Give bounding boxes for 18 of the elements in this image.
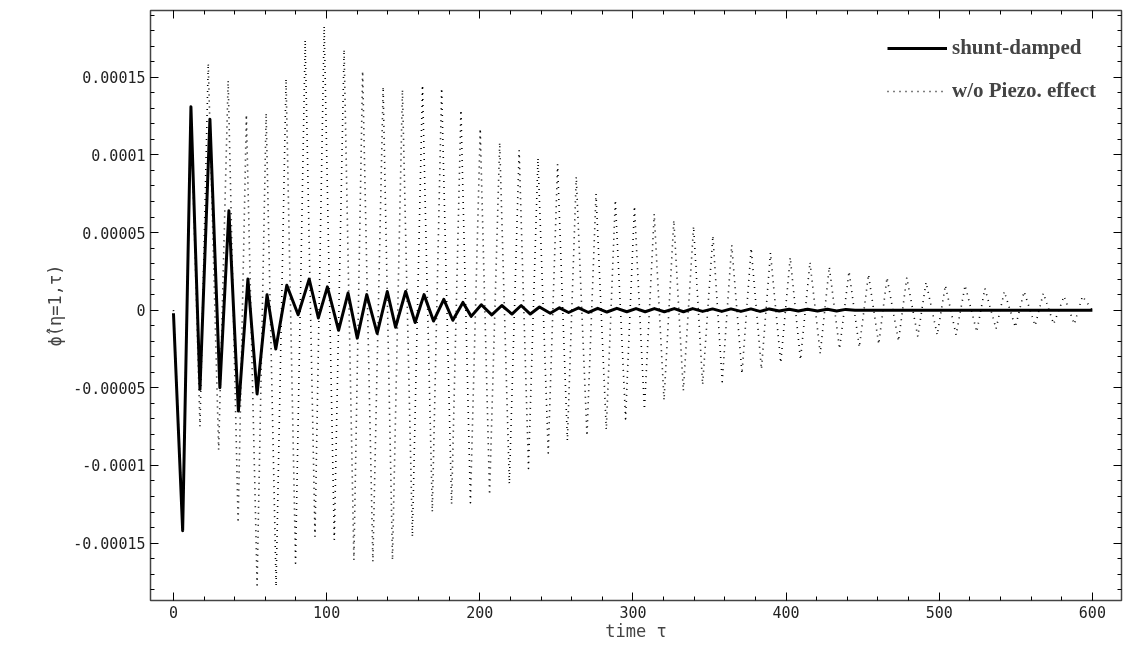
y-tick-label: -0.0001	[82, 457, 146, 476]
x-tick-label: 200	[466, 603, 494, 622]
legend-label: shunt-damped	[952, 35, 1082, 60]
y-tick-label: -0.00005	[73, 379, 146, 398]
x-tick-label: 600	[1078, 603, 1106, 622]
x-tick-label: 100	[313, 603, 341, 622]
y-axis-title: ϕ̂(η=1,τ)	[45, 264, 66, 347]
x-tick-label: 500	[925, 603, 953, 622]
x-tick-label: 300	[619, 603, 647, 622]
y-tick-label: 0	[136, 302, 146, 321]
y-tick-label: 0.00005	[82, 224, 146, 243]
x-axis-title: time τ	[605, 620, 667, 641]
y-tick-label: 0.0001	[91, 146, 146, 165]
x-tick-label: 0	[168, 603, 178, 622]
legend-label: w/o Piezo. effect	[952, 78, 1096, 103]
y-tick-label: -0.00015	[73, 535, 146, 554]
y-tick-label: 0.00015	[82, 69, 146, 88]
x-tick-label: 400	[772, 603, 800, 622]
